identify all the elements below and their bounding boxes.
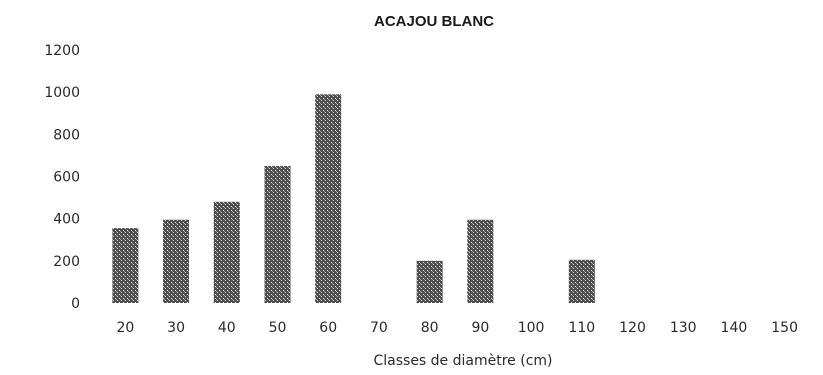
y-tick-label: 600 — [53, 170, 80, 186]
chart-title: ACAJOU BLANC — [374, 13, 494, 30]
y-tick-label: 0 — [71, 296, 80, 312]
y-tick-label: 1000 — [44, 85, 80, 101]
x-tick-label: 40 — [218, 320, 236, 336]
bar — [112, 228, 139, 303]
x-tick-label: 20 — [116, 320, 134, 336]
y-tick-label: 400 — [53, 212, 80, 228]
bar — [264, 165, 291, 303]
y-tick-label: 800 — [53, 127, 80, 143]
y-tick-label: 1200 — [44, 43, 80, 59]
bar — [315, 94, 342, 304]
x-axis-label: Classes de diamètre (cm) — [373, 353, 552, 369]
x-tick-label: 110 — [568, 320, 595, 336]
y-axis-ticks: 0 200 400 600 800 1000 1200 — [44, 43, 80, 312]
x-tick-label: 120 — [619, 320, 646, 336]
x-tick-label: 100 — [518, 320, 545, 336]
bars — [112, 94, 595, 304]
x-tick-label: 60 — [319, 320, 337, 336]
x-axis-ticks: 20 30 40 50 60 70 80 90 100 110 120 130 140 150 — [116, 320, 798, 336]
x-tick-label: 80 — [421, 320, 439, 336]
x-tick-label: 30 — [167, 320, 185, 336]
bar — [467, 219, 494, 303]
y-tick-label: 200 — [53, 254, 80, 270]
bar — [568, 259, 595, 303]
x-tick-label: 140 — [721, 320, 748, 336]
x-tick-label: 130 — [670, 320, 697, 336]
x-tick-label: 150 — [771, 320, 798, 336]
x-tick-label: 90 — [471, 320, 489, 336]
x-tick-label: 50 — [269, 320, 287, 336]
bar — [163, 219, 190, 303]
bar — [213, 201, 240, 303]
bar — [416, 260, 443, 303]
x-tick-label: 70 — [370, 320, 388, 336]
